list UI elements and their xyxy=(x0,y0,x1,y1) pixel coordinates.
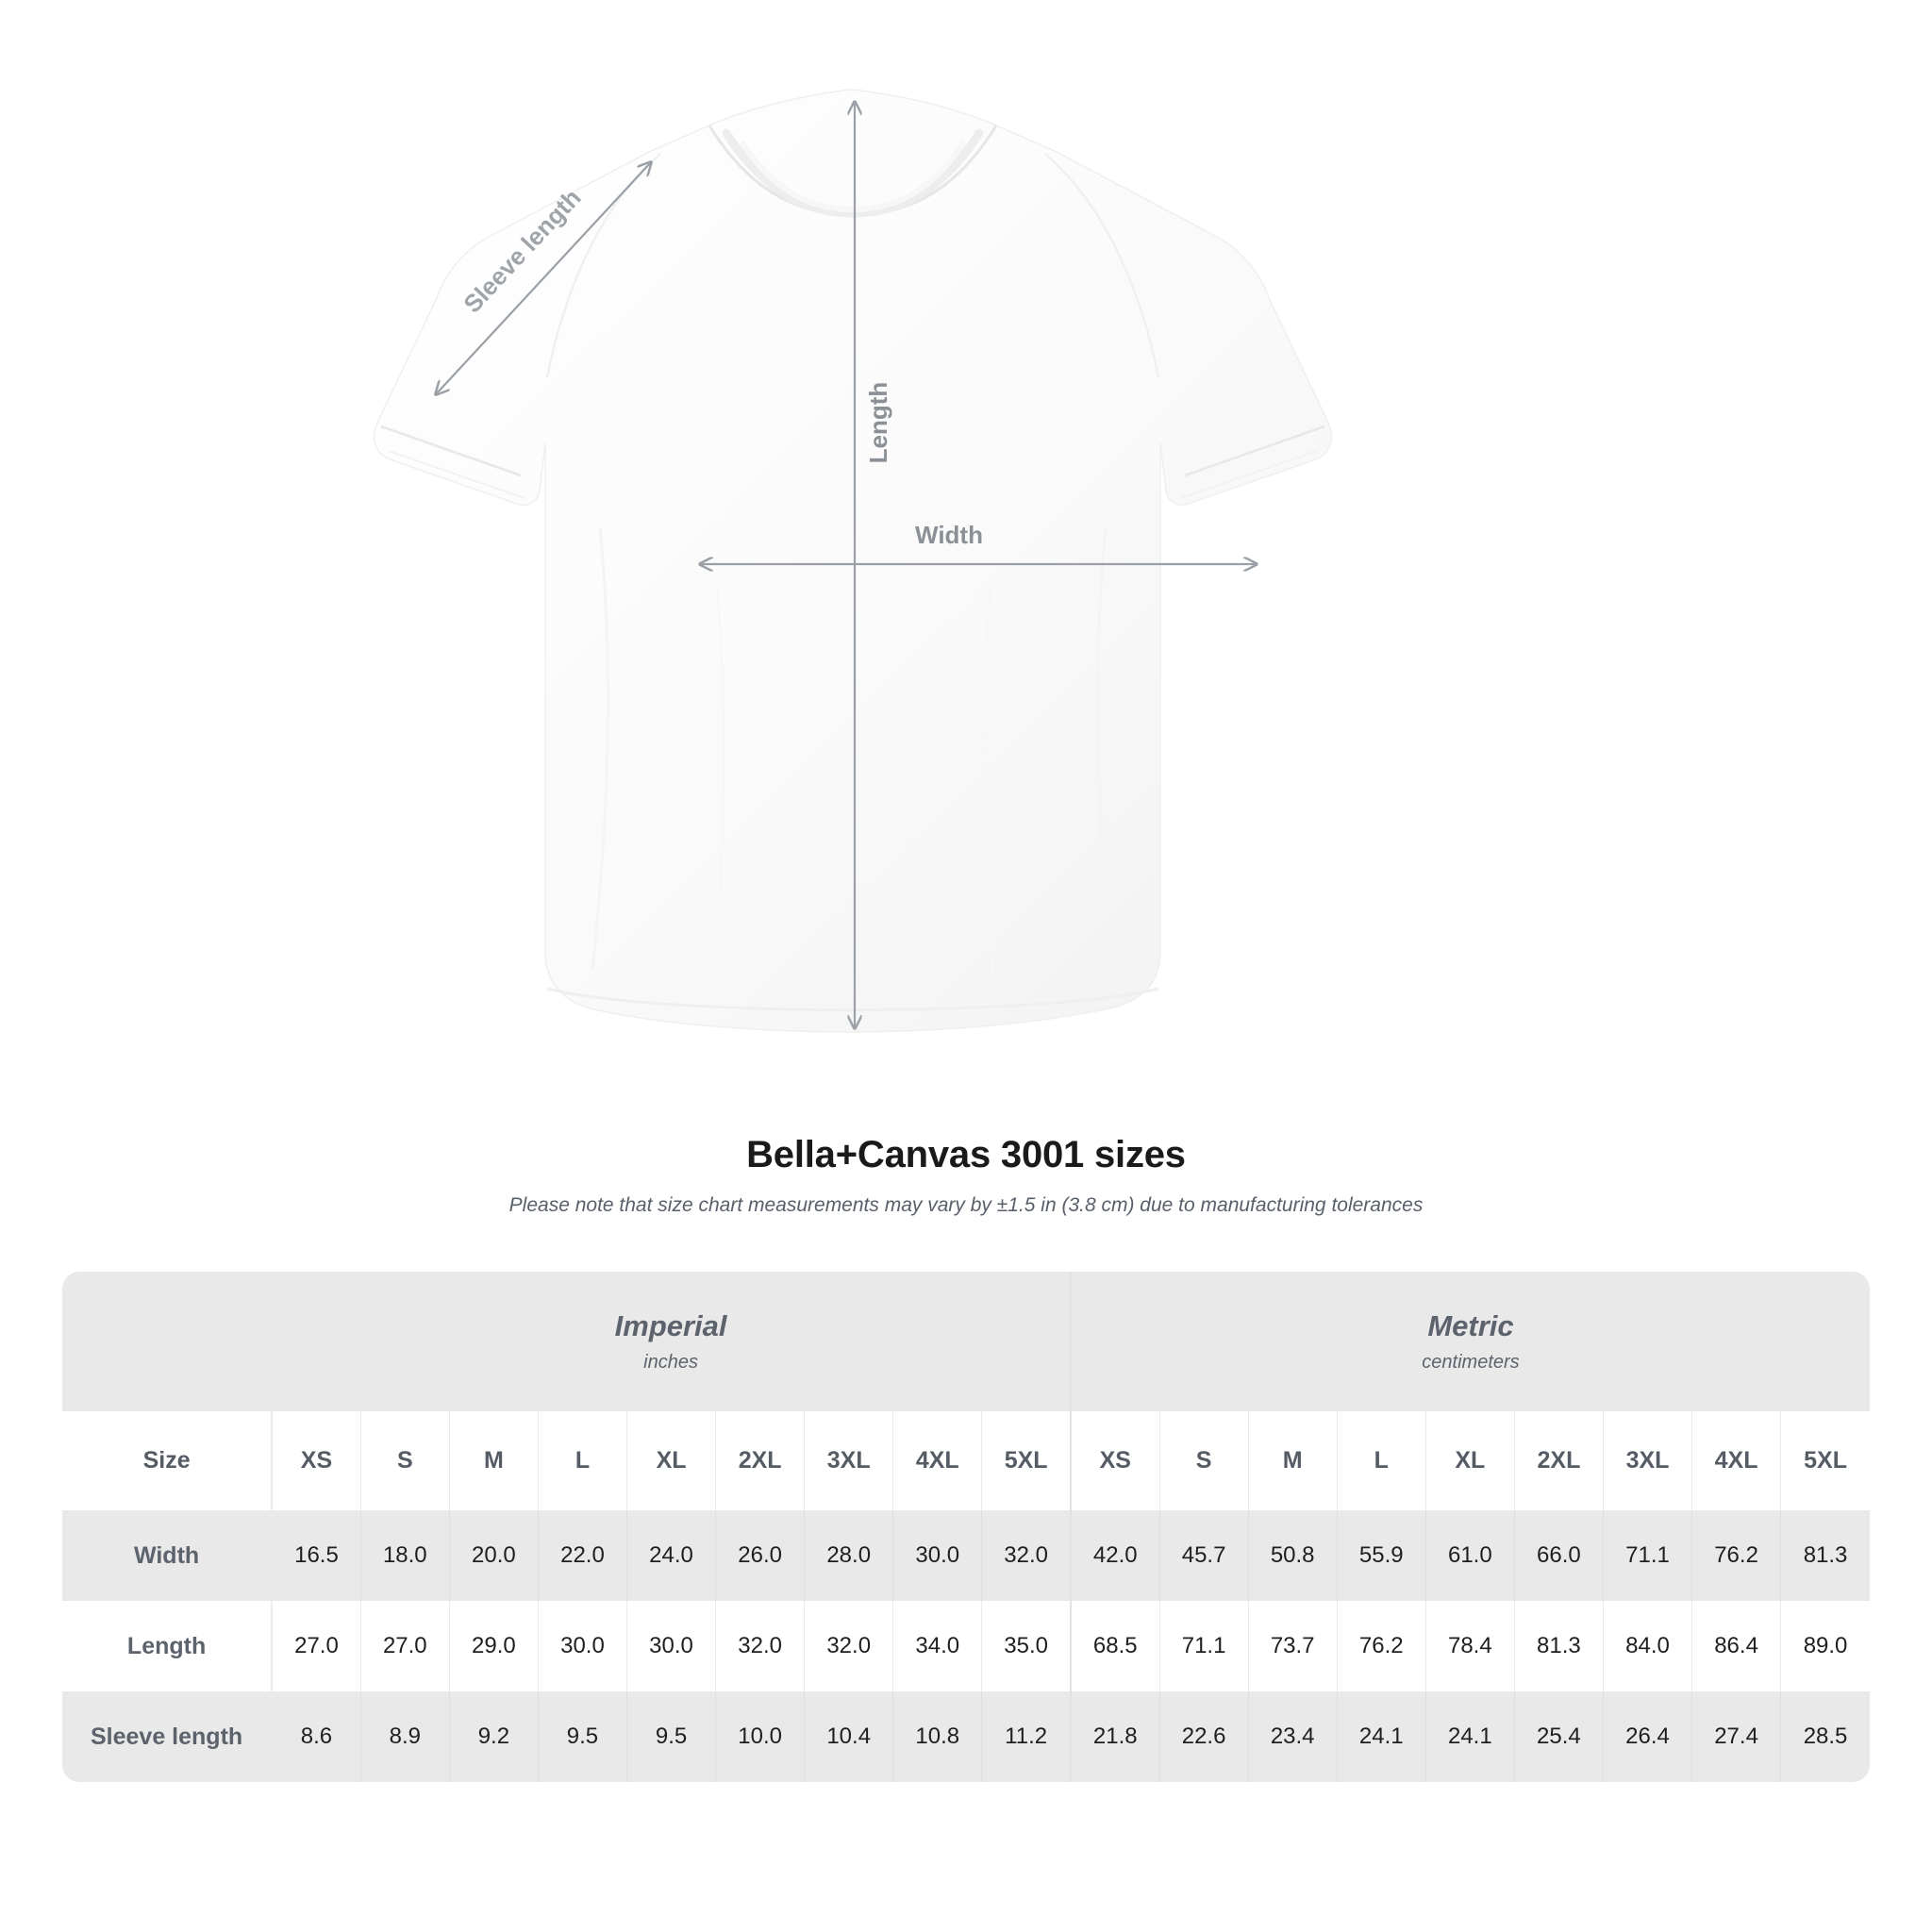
unit-system-header-row: Imperial inches Metric centimeters xyxy=(62,1272,1870,1411)
cell-width-imperial-m: 20.0 xyxy=(448,1510,539,1601)
cell-sleeve-imperial-5xl: 11.2 xyxy=(981,1691,1071,1782)
cell-sleeve-metric-l: 24.1 xyxy=(1336,1691,1426,1782)
size-header-row: Size XS S M L XL 2XL 3XL 4XL 5XL XS S M … xyxy=(62,1411,1870,1510)
sleeve-measure-arrow xyxy=(436,162,651,394)
cell-length-imperial-xl: 30.0 xyxy=(625,1601,716,1691)
width-label: Width xyxy=(915,521,983,549)
size-header-cell-imperial-2xl: 2XL xyxy=(715,1411,805,1510)
unit-system-metric: Metric centimeters xyxy=(1069,1272,1870,1411)
cell-sleeve-metric-xl: 24.1 xyxy=(1424,1691,1515,1782)
cell-sleeve-metric-s: 22.6 xyxy=(1158,1691,1249,1782)
cell-length-imperial-s: 27.0 xyxy=(359,1601,450,1691)
length-label: Length xyxy=(864,382,892,464)
size-header-cell-imperial-xs: XS xyxy=(271,1411,361,1510)
row-label-length: Length xyxy=(62,1601,273,1691)
unit-system-imperial-name: Imperial xyxy=(614,1308,727,1342)
table-row-sleeve-length: Sleeve length 8.6 8.9 9.2 9.5 9.5 10.0 1… xyxy=(62,1691,1870,1782)
unit-system-imperial-unit: inches xyxy=(643,1352,698,1374)
cell-length-imperial-4xl: 34.0 xyxy=(892,1601,982,1691)
cell-width-metric-2xl: 66.0 xyxy=(1513,1510,1604,1601)
cell-length-metric-3xl: 84.0 xyxy=(1602,1601,1692,1691)
size-header-cell-metric-4xl: 4XL xyxy=(1691,1411,1781,1510)
cell-width-imperial-4xl: 30.0 xyxy=(892,1510,982,1601)
cell-length-metric-s: 71.1 xyxy=(1158,1601,1249,1691)
cell-length-metric-5xl: 89.0 xyxy=(1780,1601,1870,1691)
cell-length-metric-xs: 68.5 xyxy=(1069,1601,1160,1691)
cell-length-imperial-l: 30.0 xyxy=(537,1601,627,1691)
cell-width-imperial-xl: 24.0 xyxy=(625,1510,716,1601)
cell-width-imperial-5xl: 32.0 xyxy=(981,1510,1071,1601)
cell-length-imperial-xs: 27.0 xyxy=(271,1601,361,1691)
cell-width-metric-m: 50.8 xyxy=(1247,1510,1338,1601)
cell-width-metric-l: 55.9 xyxy=(1336,1510,1426,1601)
cell-sleeve-metric-2xl: 25.4 xyxy=(1513,1691,1604,1782)
size-header-cell-metric-5xl: 5XL xyxy=(1780,1411,1870,1510)
cell-width-imperial-xs: 16.5 xyxy=(271,1510,361,1601)
unit-system-metric-unit: centimeters xyxy=(1422,1352,1520,1374)
unit-system-metric-name: Metric xyxy=(1427,1308,1514,1342)
cell-length-metric-l: 76.2 xyxy=(1336,1601,1426,1691)
cell-length-metric-4xl: 86.4 xyxy=(1691,1601,1781,1691)
size-header-label: Size xyxy=(62,1411,273,1510)
page-title: Bella+Canvas 3001 sizes xyxy=(746,1134,1186,1175)
size-header-cell-metric-m: M xyxy=(1247,1411,1338,1510)
cell-sleeve-imperial-l: 9.5 xyxy=(537,1691,627,1782)
size-header-cell-metric-l: L xyxy=(1336,1411,1426,1510)
cell-width-imperial-s: 18.0 xyxy=(359,1510,450,1601)
size-header-cell-imperial-xl: XL xyxy=(625,1411,716,1510)
size-header-cell-metric-s: S xyxy=(1158,1411,1249,1510)
size-header-cell-imperial-l: L xyxy=(537,1411,627,1510)
cell-length-imperial-3xl: 32.0 xyxy=(804,1601,893,1691)
cell-sleeve-imperial-2xl: 10.0 xyxy=(715,1691,805,1782)
cell-width-metric-4xl: 76.2 xyxy=(1691,1510,1781,1601)
cell-width-metric-xl: 61.0 xyxy=(1424,1510,1515,1601)
page-subtitle: Please note that size chart measurements… xyxy=(508,1194,1424,1216)
cell-length-metric-xl: 78.4 xyxy=(1424,1601,1515,1691)
cell-length-imperial-5xl: 35.0 xyxy=(981,1601,1071,1691)
row-label-sleeve-length: Sleeve length xyxy=(62,1691,273,1782)
tshirt-illustration xyxy=(373,89,1333,1033)
cell-length-imperial-m: 29.0 xyxy=(448,1601,539,1691)
cell-length-metric-m: 73.7 xyxy=(1247,1601,1338,1691)
cell-sleeve-imperial-4xl: 10.8 xyxy=(892,1691,982,1782)
cell-width-imperial-3xl: 28.0 xyxy=(804,1510,893,1601)
table-row-length: Length 27.0 27.0 29.0 30.0 30.0 32.0 32.… xyxy=(62,1601,1870,1691)
unit-system-imperial: Imperial inches xyxy=(272,1272,1071,1411)
cell-width-metric-s: 45.7 xyxy=(1158,1510,1249,1601)
cell-sleeve-imperial-m: 9.2 xyxy=(448,1691,539,1782)
cell-sleeve-metric-5xl: 28.5 xyxy=(1780,1691,1870,1782)
heading-block: Bella+Canvas 3001 sizes Please note that… xyxy=(0,1132,1932,1218)
size-header-cell-metric-3xl: 3XL xyxy=(1602,1411,1692,1510)
size-header-cell-imperial-3xl: 3XL xyxy=(804,1411,893,1510)
cell-sleeve-imperial-3xl: 10.4 xyxy=(804,1691,893,1782)
size-header-cell-imperial-m: M xyxy=(448,1411,539,1510)
cell-sleeve-metric-4xl: 27.4 xyxy=(1691,1691,1781,1782)
table-row-width: Width 16.5 18.0 20.0 22.0 24.0 26.0 28.0… xyxy=(62,1510,1870,1601)
cell-sleeve-metric-3xl: 26.4 xyxy=(1602,1691,1692,1782)
table-corner-cell xyxy=(62,1272,273,1411)
size-header-cell-imperial-4xl: 4XL xyxy=(892,1411,982,1510)
size-table-container: Imperial inches Metric centimeters Size … xyxy=(62,1272,1870,1782)
cell-length-imperial-2xl: 32.0 xyxy=(715,1601,805,1691)
cell-sleeve-metric-m: 23.4 xyxy=(1247,1691,1338,1782)
cell-sleeve-metric-xs: 21.8 xyxy=(1069,1691,1160,1782)
size-header-cell-metric-xl: XL xyxy=(1424,1411,1515,1510)
cell-length-metric-2xl: 81.3 xyxy=(1513,1601,1604,1691)
cell-width-imperial-2xl: 26.0 xyxy=(715,1510,805,1601)
size-header-cell-imperial-5xl: 5XL xyxy=(981,1411,1071,1510)
cell-width-metric-5xl: 81.3 xyxy=(1780,1510,1870,1601)
cell-width-metric-3xl: 71.1 xyxy=(1602,1510,1692,1601)
tshirt-measurement-diagram: Length Width Sleeve length xyxy=(373,89,1333,1033)
size-header-cell-metric-xs: XS xyxy=(1069,1411,1160,1510)
cell-sleeve-imperial-xs: 8.6 xyxy=(271,1691,361,1782)
cell-width-metric-xs: 42.0 xyxy=(1069,1510,1160,1601)
size-table: Imperial inches Metric centimeters Size … xyxy=(62,1272,1870,1782)
size-header-cell-imperial-s: S xyxy=(359,1411,450,1510)
cell-sleeve-imperial-s: 8.9 xyxy=(359,1691,450,1782)
cell-sleeve-imperial-xl: 9.5 xyxy=(625,1691,716,1782)
row-label-width: Width xyxy=(62,1510,273,1601)
size-header-cell-metric-2xl: 2XL xyxy=(1513,1411,1604,1510)
cell-width-imperial-l: 22.0 xyxy=(537,1510,627,1601)
